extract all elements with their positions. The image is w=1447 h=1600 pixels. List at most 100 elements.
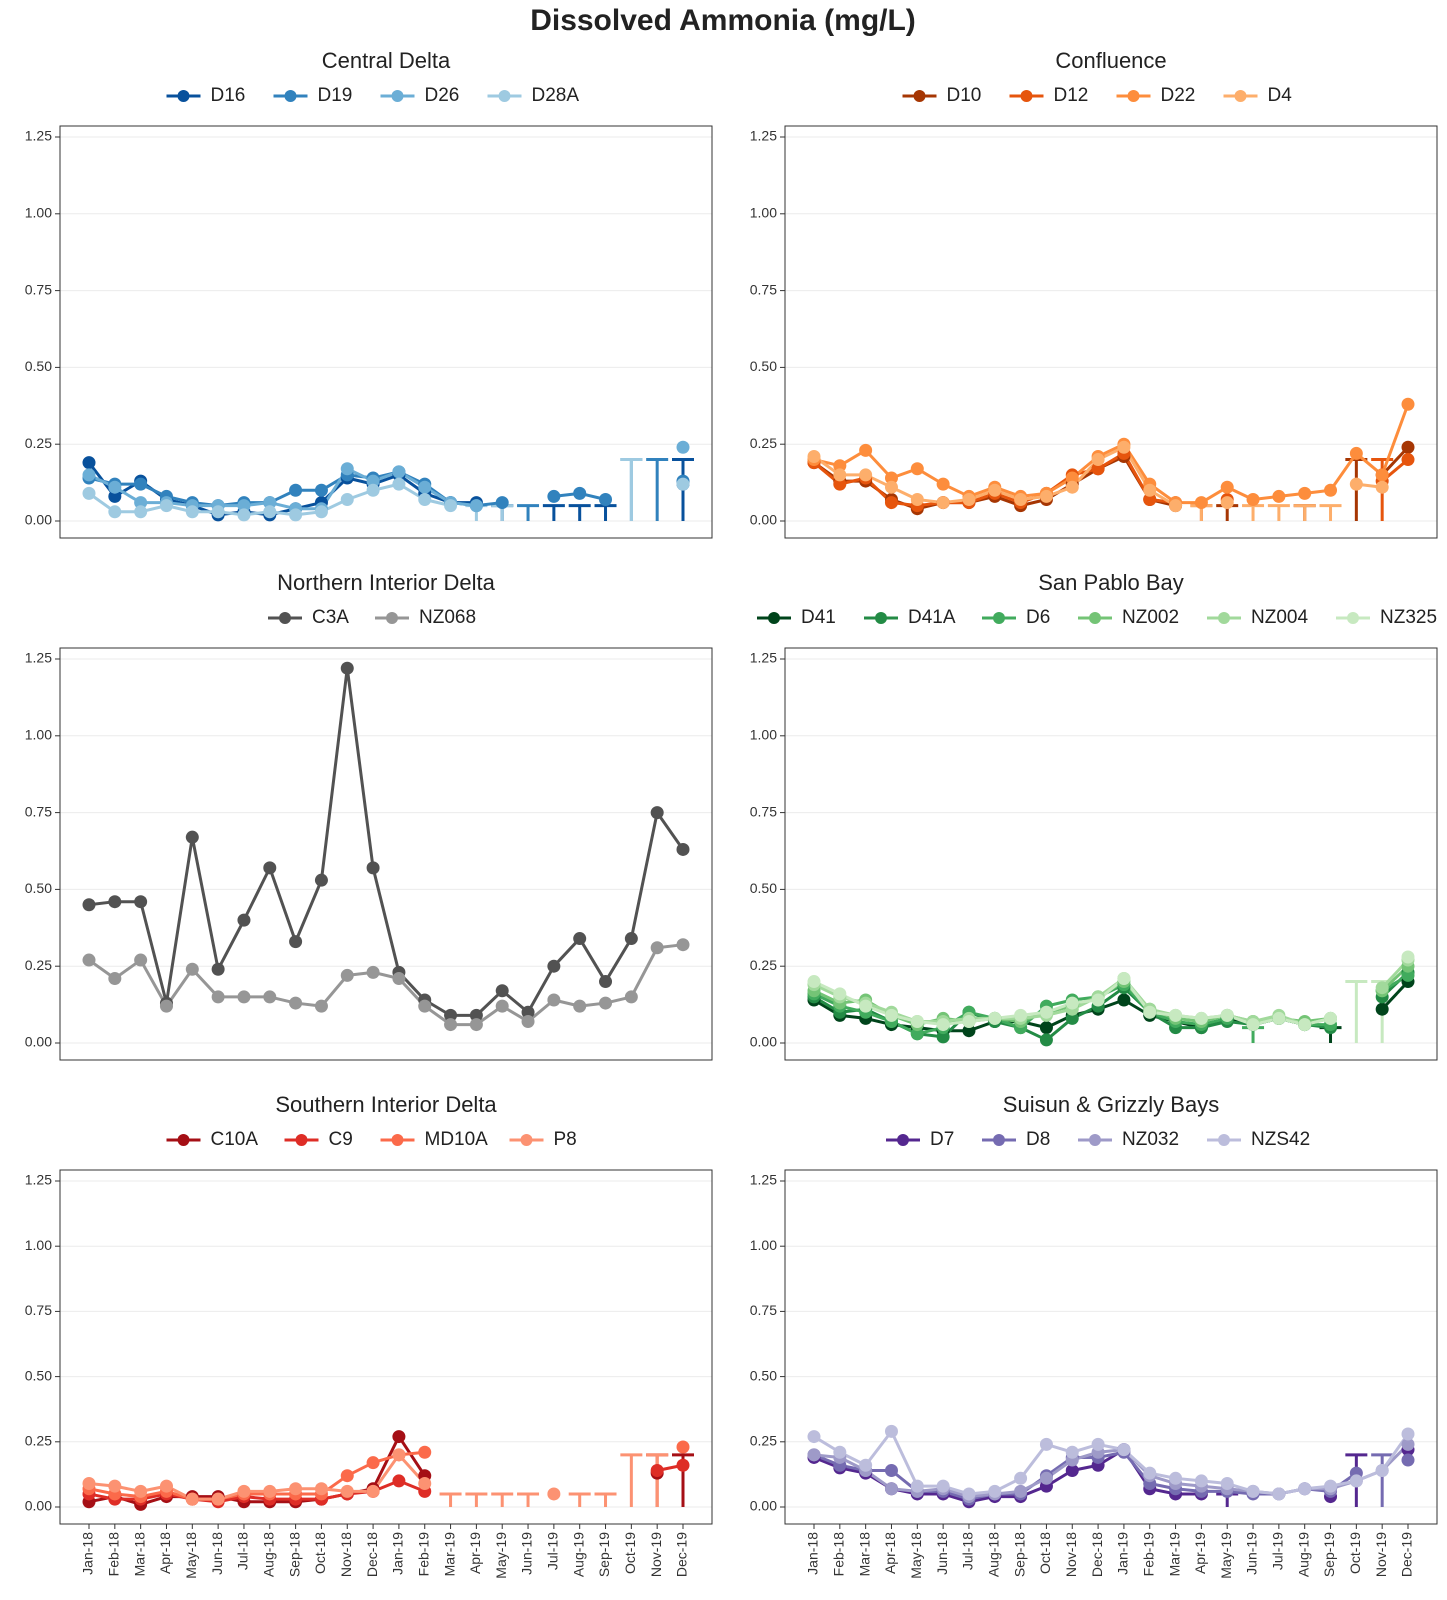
data-point: [936, 496, 950, 510]
data-point: [1091, 1437, 1105, 1451]
data-point: [1117, 440, 1131, 454]
x-tick-label: Mar-18: [131, 1532, 147, 1577]
panel-title: Confluence: [1055, 48, 1166, 73]
y-tick-label: 1.00: [25, 205, 52, 221]
data-point: [1298, 1482, 1312, 1496]
y-tick-label: 1.25: [750, 1172, 777, 1188]
panel-title: Central Delta: [322, 48, 451, 73]
y-tick-label: 0.75: [25, 803, 52, 819]
data-point: [547, 959, 561, 973]
legend-marker: [386, 612, 398, 624]
y-tick-label: 0.50: [750, 880, 777, 896]
data-point: [185, 830, 199, 844]
legend-label: D7: [930, 1129, 954, 1150]
legend-label: D6: [1026, 607, 1050, 628]
data-point: [418, 480, 432, 494]
reporting-limit: [568, 504, 591, 521]
data-point: [1065, 1463, 1079, 1477]
plot-border: [59, 647, 713, 1061]
data-point: [237, 913, 251, 927]
data-point: [884, 1424, 898, 1438]
data-point: [1194, 1011, 1208, 1025]
data-point: [314, 999, 328, 1013]
data-point: [962, 1024, 976, 1038]
data-point: [237, 990, 251, 1004]
data-point: [1401, 453, 1415, 467]
data-point: [444, 499, 458, 513]
y-tick-label: 1.00: [750, 205, 777, 221]
data-point: [573, 999, 587, 1013]
x-tick-label: Sep-18: [286, 1532, 302, 1577]
data-point: [134, 496, 148, 510]
legend-marker: [993, 1134, 1005, 1146]
data-point: [82, 898, 96, 912]
data-point: [1065, 471, 1079, 485]
data-point: [676, 1440, 690, 1454]
reporting-limit: [1242, 504, 1265, 521]
data-point: [1014, 1484, 1028, 1498]
x-tick-label: Jun-18: [209, 1532, 225, 1575]
data-point: [340, 1484, 354, 1498]
x-tick-label: Dec-19: [674, 1532, 690, 1577]
data-point: [159, 999, 173, 1013]
data-point: [910, 462, 924, 476]
data-point: [392, 465, 406, 479]
legend-marker: [1234, 90, 1247, 102]
data-point: [314, 505, 328, 519]
data-point: [1246, 1018, 1260, 1032]
data-point: [1246, 492, 1260, 506]
y-tick-label: 0.25: [25, 1433, 52, 1449]
data-point: [366, 965, 380, 979]
x-tick-label: Feb-19: [415, 1532, 431, 1577]
data-point: [82, 468, 96, 482]
legend-label: D12: [1054, 85, 1089, 106]
reporting-limit: [594, 1492, 617, 1507]
x-tick-label: Jun-19: [519, 1532, 535, 1575]
y-tick-label: 0.50: [750, 1367, 777, 1383]
x-tick-label: May-19: [493, 1532, 509, 1579]
y-tick-label: 0.75: [25, 281, 52, 297]
legend-label: NZ325: [1380, 607, 1437, 628]
y-tick-label: 1.25: [25, 650, 52, 666]
data-point: [1169, 1008, 1183, 1022]
data-point: [884, 496, 898, 510]
reporting-limit: [1267, 504, 1290, 521]
data-point: [884, 1008, 898, 1022]
legend-marker: [279, 612, 291, 624]
plot-border: [784, 647, 1438, 1061]
data-point: [1143, 492, 1157, 506]
y-tick-label: 0.75: [750, 803, 777, 819]
series-line: [813, 1429, 1410, 1496]
data-point: [1375, 1463, 1389, 1477]
data-point: [936, 1479, 950, 1493]
x-tick-label: May-18: [908, 1532, 924, 1579]
data-point: [1065, 1445, 1079, 1459]
data-point: [547, 993, 561, 1007]
legend-marker: [897, 1134, 909, 1146]
plot-border: [784, 125, 1438, 539]
data-point: [676, 938, 690, 952]
plot-border: [59, 125, 713, 539]
data-point: [495, 999, 509, 1013]
x-tick-label: Jul-19: [1270, 1532, 1286, 1570]
legend-label: D41A: [908, 607, 956, 628]
data-point: [314, 483, 328, 497]
data-point: [289, 1482, 303, 1496]
data-point: [859, 443, 873, 457]
reporting-limit: [439, 1492, 462, 1507]
data-point: [962, 492, 976, 506]
data-point: [676, 477, 690, 491]
data-point: [884, 480, 898, 494]
panel-title: Suisun & Grizzly Bays: [1003, 1092, 1219, 1117]
x-tick-label: Oct-18: [1037, 1532, 1053, 1574]
x-tick-label: Aug-18: [985, 1532, 1001, 1577]
y-tick-label: 1.25: [25, 1172, 52, 1188]
data-point: [82, 486, 96, 500]
legend-label: NZ068: [419, 607, 476, 628]
y-tick-label: 0.25: [750, 435, 777, 451]
panel-title: Northern Interior Delta: [277, 570, 495, 595]
data-point: [1117, 1443, 1131, 1457]
data-point: [1401, 1453, 1415, 1467]
data-point: [1169, 1471, 1183, 1485]
legend-marker: [993, 612, 1005, 624]
